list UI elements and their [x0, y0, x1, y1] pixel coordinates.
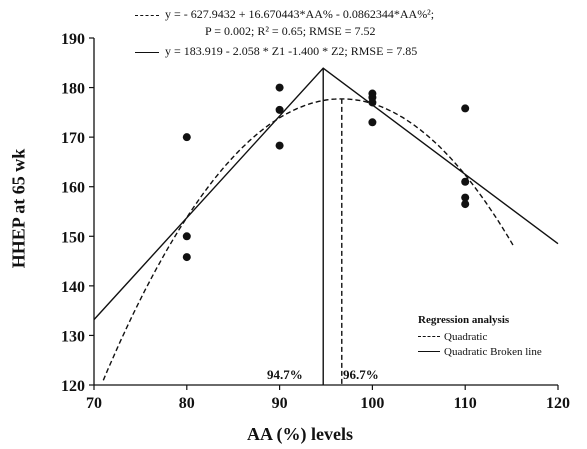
legend-quadratic-label: Quadratic — [444, 330, 488, 343]
data-point — [368, 98, 377, 107]
x-axis-label: AA (%) levels — [247, 424, 353, 444]
legend-title: Regression analysis — [418, 314, 510, 326]
data-point — [461, 193, 470, 202]
quadratic-stats: P = 0.002; R² = 0.65; RMSE = 7.52 — [205, 24, 376, 38]
y-tick-label: 140 — [61, 279, 85, 296]
data-point — [275, 83, 284, 92]
broken-line-equation-text: y = 183.919 - 2.058 * Z1 -1.400 * Z2; RM… — [165, 44, 418, 58]
broken-line-fit — [93, 67, 559, 321]
y-tick-label: 190 — [61, 31, 85, 48]
legend-broken-label: Quadratic Broken line — [444, 345, 542, 358]
data-points — [182, 83, 470, 262]
legend: Regression analysis Quadratic Quadratic … — [418, 314, 542, 359]
y-tick-label: 130 — [61, 328, 85, 345]
axes — [89, 37, 559, 390]
broken-line-sample — [135, 51, 159, 53]
tick-labels: 120 130 140 150 160 170 180 190 70 80 90 100 110 120 — [61, 31, 570, 412]
data-point — [275, 141, 284, 150]
quadratic-fit-curve — [102, 98, 515, 381]
quadratic-equation-text: y = - 627.9432 + 16.670443*AA% - 0.08623… — [165, 7, 435, 21]
data-point — [182, 133, 191, 142]
x-tick-label: 90 — [272, 395, 288, 412]
x-tick-label: 100 — [360, 395, 384, 412]
legend-item-quadratic: Quadratic — [418, 329, 542, 344]
y-tick-label: 170 — [61, 130, 85, 147]
fit-lines — [93, 67, 559, 385]
data-point — [182, 253, 191, 262]
x-tick-label: 110 — [454, 395, 477, 412]
x-tick-label: 120 — [546, 395, 570, 412]
optimum-label: 96.7% — [343, 367, 379, 382]
data-point — [368, 118, 377, 127]
breakpoint-label: 94.7% — [267, 367, 303, 382]
y-tick-label: 180 — [61, 81, 85, 98]
y-tick-label: 120 — [61, 378, 85, 395]
data-point — [275, 105, 284, 114]
data-point — [461, 177, 470, 186]
data-point — [461, 200, 470, 209]
x-tick-label: 70 — [86, 395, 102, 412]
y-tick-label: 150 — [61, 229, 85, 246]
legend-dashed-line — [418, 336, 440, 337]
legend-solid-line — [418, 351, 440, 352]
y-axis-label: HHEP at 65 wk — [8, 148, 29, 269]
quadratic-line-sample — [135, 14, 159, 16]
legend-item-broken: Quadratic Broken line — [418, 344, 542, 359]
quadratic-equation: y = - 627.9432 + 16.670443*AA% - 0.08623… — [135, 7, 434, 22]
broken-line-equation: y = 183.919 - 2.058 * Z1 -1.400 * Z2; RM… — [135, 44, 417, 59]
data-point — [461, 104, 470, 113]
y-tick-label: 160 — [61, 180, 85, 197]
x-tick-label: 80 — [179, 395, 195, 412]
data-point — [182, 232, 191, 241]
